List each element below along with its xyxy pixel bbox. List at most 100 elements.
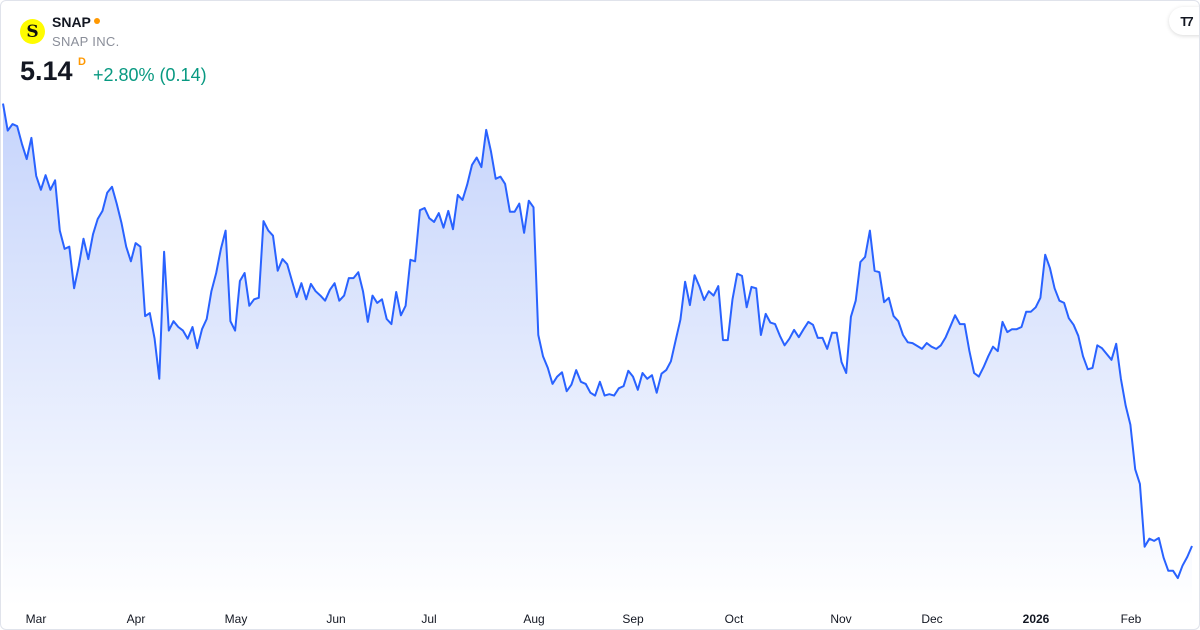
data-point bbox=[778, 334, 782, 338]
data-point bbox=[896, 319, 900, 323]
data-point bbox=[44, 173, 48, 177]
data-point bbox=[517, 202, 521, 206]
data-point bbox=[423, 206, 427, 210]
data-point bbox=[536, 333, 540, 337]
data-point bbox=[697, 284, 701, 288]
data-point bbox=[503, 182, 507, 186]
data-point bbox=[233, 329, 237, 333]
data-point bbox=[1067, 316, 1071, 320]
x-tick-label: 2026 bbox=[1023, 612, 1050, 626]
data-point bbox=[333, 281, 337, 285]
data-point bbox=[745, 305, 749, 309]
data-point bbox=[451, 227, 455, 231]
data-point bbox=[34, 174, 38, 178]
data-point bbox=[877, 270, 881, 274]
data-point bbox=[1185, 555, 1189, 559]
data-point bbox=[1100, 346, 1104, 350]
data-point bbox=[565, 389, 569, 393]
data-point bbox=[134, 241, 138, 245]
data-point bbox=[546, 366, 550, 370]
data-point bbox=[10, 122, 14, 126]
data-point bbox=[650, 373, 654, 377]
data-point bbox=[598, 380, 602, 384]
data-point bbox=[555, 375, 559, 379]
data-point bbox=[811, 323, 815, 327]
data-point bbox=[167, 329, 171, 333]
data-point bbox=[929, 345, 933, 349]
data-point bbox=[1171, 569, 1175, 573]
data-point bbox=[58, 229, 62, 233]
data-point bbox=[925, 341, 929, 345]
data-point bbox=[119, 221, 123, 225]
data-point bbox=[1048, 266, 1052, 270]
data-point bbox=[498, 175, 502, 179]
data-point bbox=[821, 336, 825, 340]
data-point bbox=[612, 394, 616, 398]
data-point bbox=[858, 260, 862, 264]
data-point bbox=[792, 328, 796, 332]
market-status-dot-icon bbox=[94, 18, 100, 24]
data-point bbox=[740, 274, 744, 278]
data-point bbox=[669, 359, 673, 363]
data-point bbox=[143, 314, 147, 318]
data-point bbox=[645, 377, 649, 381]
data-point bbox=[541, 354, 545, 358]
data-point bbox=[1147, 537, 1151, 541]
data-point bbox=[48, 188, 52, 192]
data-point bbox=[920, 347, 924, 351]
data-point bbox=[6, 129, 10, 133]
x-tick-label: Dec bbox=[921, 612, 942, 626]
data-point bbox=[115, 202, 119, 206]
data-point bbox=[683, 280, 687, 284]
data-point bbox=[830, 331, 834, 335]
data-point bbox=[986, 354, 990, 358]
data-point bbox=[39, 188, 43, 192]
data-point bbox=[550, 382, 554, 386]
data-point bbox=[162, 250, 166, 254]
data-point bbox=[882, 300, 886, 304]
data-point bbox=[72, 286, 76, 290]
data-point bbox=[944, 335, 948, 339]
data-point bbox=[1176, 576, 1180, 580]
data-point bbox=[712, 294, 716, 298]
data-point bbox=[20, 142, 24, 146]
data-point bbox=[636, 388, 640, 392]
data-point bbox=[475, 156, 479, 160]
data-point bbox=[314, 289, 318, 293]
data-point bbox=[674, 338, 678, 342]
data-point bbox=[195, 346, 199, 350]
data-point bbox=[1005, 330, 1009, 334]
data-point bbox=[522, 231, 526, 235]
data-point bbox=[977, 375, 981, 379]
data-point bbox=[508, 210, 512, 214]
data-point bbox=[1143, 545, 1147, 549]
data-point bbox=[825, 347, 829, 351]
data-point bbox=[394, 290, 398, 294]
data-point bbox=[352, 276, 356, 280]
data-point bbox=[247, 304, 251, 308]
data-point bbox=[1114, 342, 1118, 346]
data-point bbox=[839, 360, 843, 364]
data-point bbox=[579, 380, 583, 384]
data-point bbox=[768, 321, 772, 325]
tradingview-logo-icon[interactable]: T7 bbox=[1169, 7, 1199, 35]
ticker-symbol[interactable]: SNAP bbox=[52, 14, 91, 30]
data-point bbox=[906, 340, 910, 344]
data-point bbox=[295, 295, 299, 299]
data-point bbox=[153, 337, 157, 341]
data-point bbox=[408, 258, 412, 262]
data-point bbox=[1072, 323, 1076, 327]
data-point bbox=[1029, 310, 1033, 314]
data-point bbox=[915, 344, 919, 348]
data-point bbox=[593, 394, 597, 398]
data-point bbox=[626, 369, 630, 373]
data-point bbox=[1095, 343, 1099, 347]
data-point bbox=[138, 245, 142, 249]
data-point bbox=[290, 279, 294, 283]
data-point bbox=[271, 234, 275, 238]
data-point bbox=[892, 314, 896, 318]
data-point bbox=[1181, 564, 1185, 568]
data-point bbox=[972, 371, 976, 375]
data-point bbox=[584, 382, 588, 386]
data-point bbox=[484, 128, 488, 132]
